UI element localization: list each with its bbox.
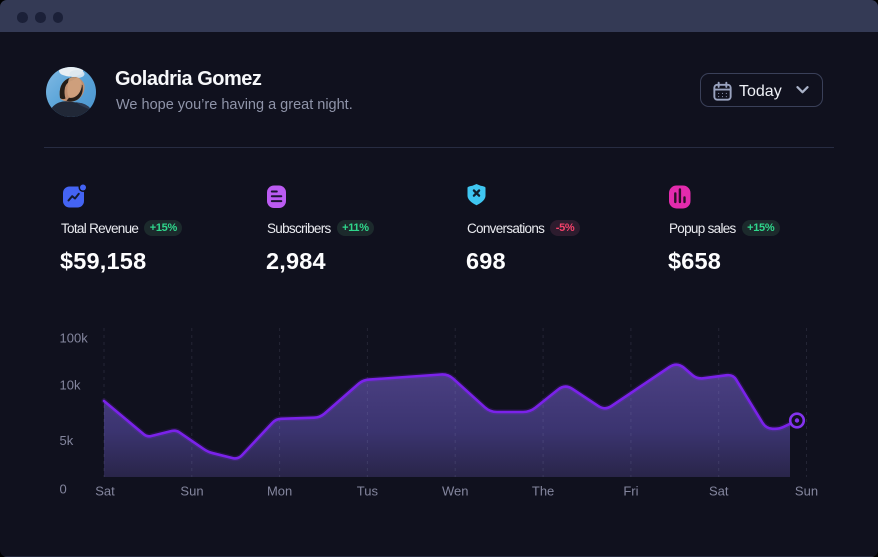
svg-text:10k: 10k (60, 378, 81, 393)
svg-text:Sun: Sun (795, 484, 818, 499)
svg-text:Sun: Sun (180, 484, 203, 499)
svg-text:Wen: Wen (442, 484, 469, 499)
svg-text:Fri: Fri (623, 484, 638, 499)
svg-text:Sat: Sat (95, 484, 115, 499)
svg-text:100k: 100k (60, 331, 89, 346)
svg-text:Mon: Mon (267, 484, 292, 499)
svg-text:5k: 5k (60, 433, 74, 448)
svg-text:Sat: Sat (709, 484, 729, 499)
svg-text:0: 0 (60, 482, 67, 497)
svg-text:The: The (532, 484, 554, 499)
svg-text:Tus: Tus (357, 484, 379, 499)
